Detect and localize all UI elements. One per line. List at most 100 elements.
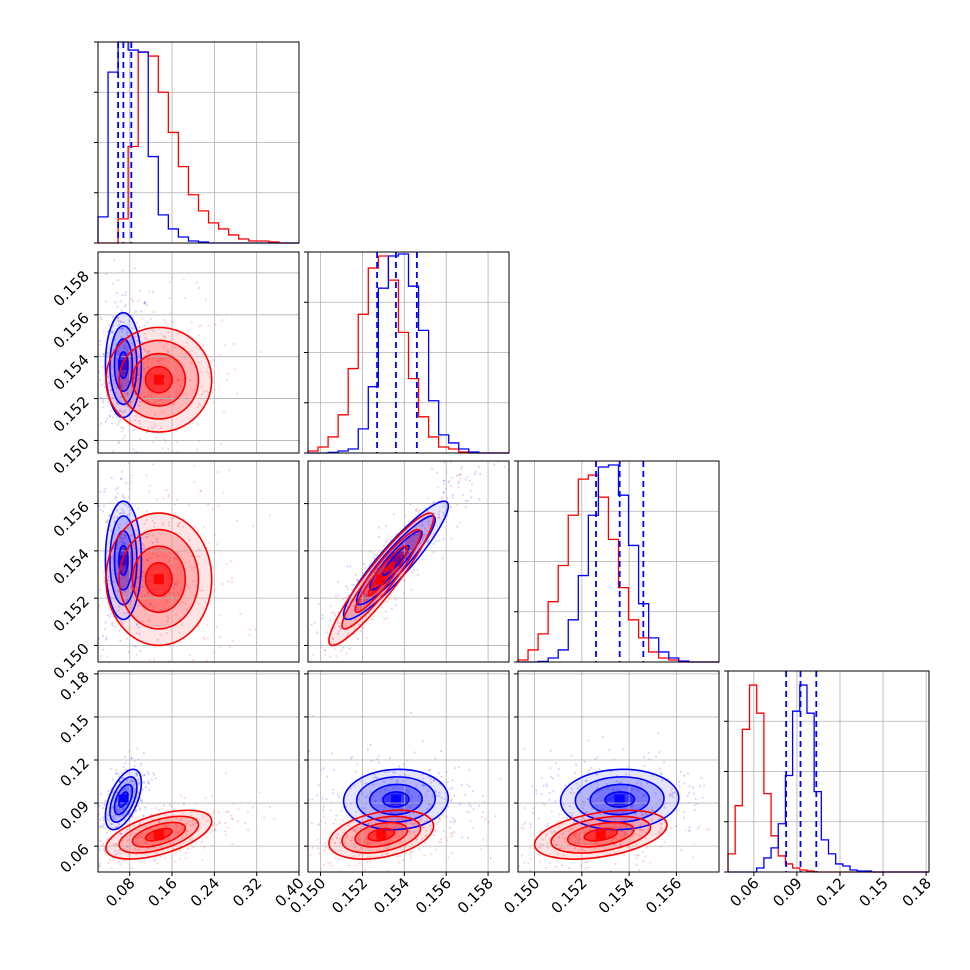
blue-sample-point — [132, 350, 135, 353]
red-contours — [105, 809, 213, 860]
red-sample-point — [198, 403, 201, 407]
red-sample-point — [148, 619, 151, 623]
red-sample-point — [176, 524, 179, 528]
red-sample-point — [101, 465, 103, 467]
blue-sample-point — [126, 573, 129, 576]
red-sample-point — [201, 858, 204, 861]
blue-sample-point — [449, 799, 453, 802]
blue-sample-point — [335, 814, 338, 817]
blue-sample-point — [122, 798, 125, 801]
red-sample-point — [126, 346, 129, 349]
red-sample-point — [559, 847, 562, 850]
red-sample-point — [131, 814, 134, 817]
red-sample-point — [367, 822, 370, 825]
blue-sample-point — [153, 774, 156, 777]
red-sample-point — [177, 379, 180, 382]
red-sample-point — [95, 843, 97, 845]
red-sample-point — [343, 842, 346, 845]
red-sample-point — [193, 566, 196, 569]
blue-sample-point — [115, 772, 118, 776]
blue-sample-point — [111, 816, 115, 819]
red-sample-point — [415, 507, 418, 511]
blue-sample-point — [365, 794, 368, 798]
red-sample-point — [317, 846, 320, 850]
blue-sample-point — [442, 538, 445, 541]
blue-sample-point — [587, 771, 590, 774]
red-sample-point — [273, 734, 275, 736]
blue-sample-point — [134, 800, 137, 804]
blue-sample-point — [107, 818, 110, 822]
red-sample-point — [363, 869, 367, 872]
red-sample-point — [410, 571, 414, 574]
blue-sample-point — [394, 603, 397, 607]
blue-sample-point — [135, 809, 138, 812]
red-sample-point — [300, 850, 302, 852]
blue-sample-point — [394, 784, 397, 788]
red-sample-point — [140, 393, 143, 396]
blue-sample-point — [101, 634, 105, 637]
red-sample-point — [348, 822, 352, 825]
red-sample-point — [469, 820, 472, 823]
blue-sample-point — [133, 790, 136, 793]
blue-sample-point — [117, 403, 120, 406]
blue-contour-line — [604, 791, 636, 808]
blue-sample-point — [337, 580, 340, 583]
red-sample-point — [177, 522, 180, 525]
red-sample-point — [157, 359, 160, 362]
blue-sample-point — [421, 740, 424, 743]
blue-sample-point — [120, 540, 124, 543]
red-sample-point — [84, 877, 86, 879]
blue-sample-point — [421, 558, 424, 561]
red-sample-point — [134, 532, 137, 536]
blue-sample-point — [119, 336, 122, 340]
red-sample-point — [200, 489, 203, 492]
red-sample-point — [591, 814, 594, 818]
blue-sample-point — [326, 775, 329, 778]
blue-sample-point — [140, 799, 144, 802]
blue-sample-point — [422, 784, 425, 787]
red-sample-point — [422, 535, 426, 538]
red-sample-point — [37, 336, 39, 338]
blue-sample-point — [111, 330, 114, 333]
red-density-fill — [328, 810, 434, 860]
red-sample-point — [550, 830, 553, 833]
red-sample-point — [174, 582, 178, 586]
grid-layer — [98, 42, 929, 872]
blue-sample-point — [499, 777, 502, 780]
red-sample-point — [205, 836, 208, 839]
x-tick-label: 0.154 — [370, 874, 413, 917]
red-sample-point — [125, 574, 128, 578]
blue-sample-point — [384, 788, 387, 791]
blue-sample-point — [94, 380, 96, 382]
blue-sample-point — [138, 400, 141, 404]
blue-sample-point — [440, 775, 443, 778]
red-contour-line — [105, 326, 213, 433]
red-sample-point — [396, 554, 399, 557]
blue-sample-point — [463, 446, 465, 448]
red-sample-point — [102, 570, 106, 573]
red-sample-point — [101, 365, 104, 369]
blue-sample-point — [629, 795, 632, 798]
red-sample-point — [160, 480, 162, 482]
blue-sample-point — [426, 789, 430, 793]
blue-sample-point — [330, 752, 334, 755]
blue-sample-point — [156, 638, 159, 641]
blue-sample-point — [415, 509, 418, 512]
blue-sample-point — [596, 756, 599, 759]
red-sample-point — [203, 525, 206, 528]
red-sample-point — [554, 865, 557, 869]
red-sample-point — [590, 835, 593, 838]
red-sample-point — [642, 859, 645, 863]
red-sample-point — [383, 806, 386, 809]
blue-sample-point — [616, 795, 620, 798]
blue-sample-point — [693, 808, 697, 812]
red-sample-point — [549, 876, 551, 878]
red-sample-point — [600, 808, 603, 812]
red-sample-point — [366, 842, 369, 845]
red-contours — [105, 326, 213, 433]
red-sample-point — [146, 535, 150, 538]
red-sample-point — [459, 473, 462, 476]
blue-sample-point — [156, 554, 159, 557]
red-sample-point — [189, 379, 192, 382]
red-sample-point — [159, 664, 161, 666]
